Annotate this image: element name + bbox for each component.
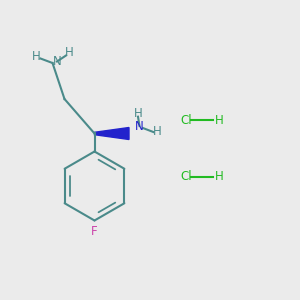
- Text: H: H: [32, 50, 40, 64]
- Polygon shape: [94, 128, 129, 140]
- Text: N: N: [135, 120, 144, 134]
- Text: H: H: [64, 46, 74, 59]
- Text: H: H: [152, 125, 161, 139]
- Text: Cl: Cl: [180, 113, 192, 127]
- Text: H: H: [134, 106, 142, 120]
- Text: F: F: [91, 225, 98, 239]
- Text: H: H: [215, 170, 224, 184]
- Text: H: H: [215, 113, 224, 127]
- Text: N: N: [52, 55, 62, 68]
- Text: Cl: Cl: [180, 170, 192, 184]
